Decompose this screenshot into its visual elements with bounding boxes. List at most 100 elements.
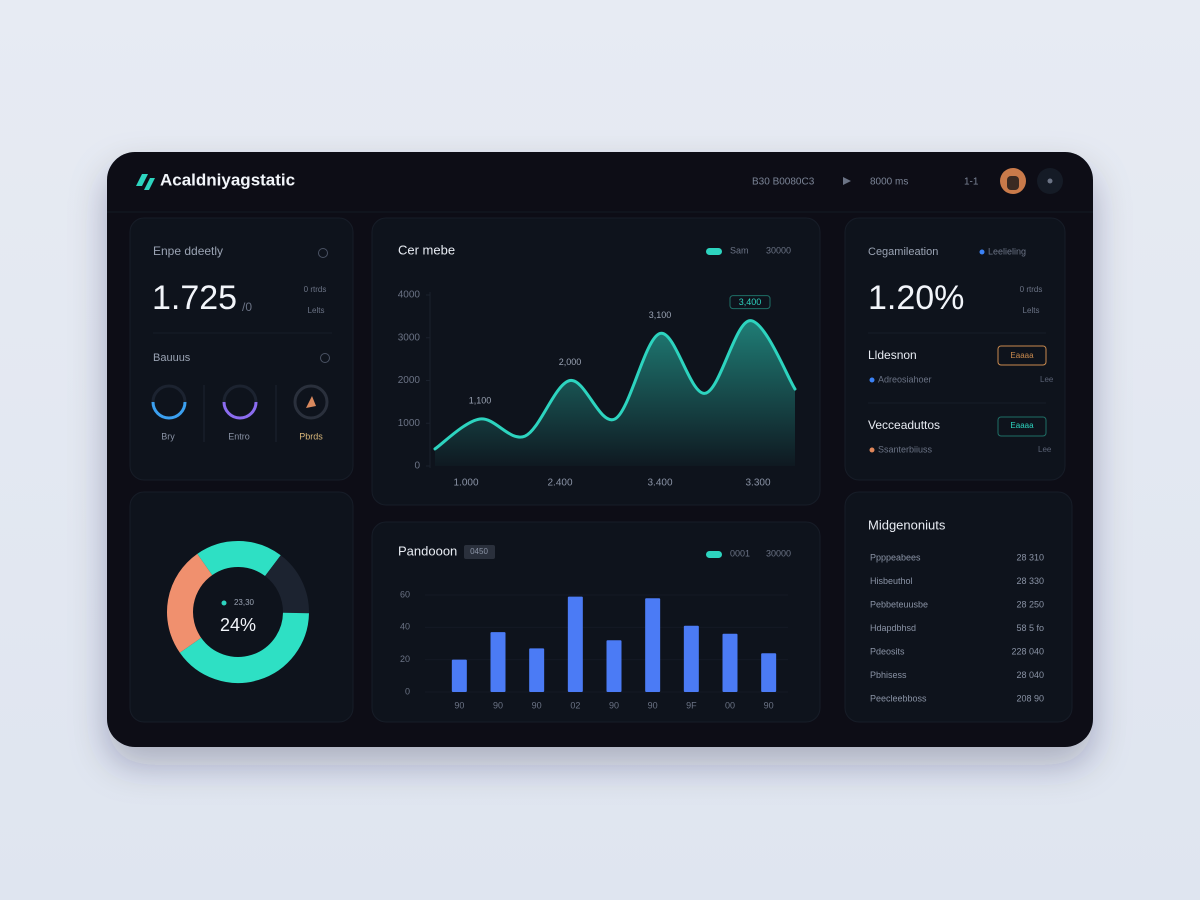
y-tick-label: 4000	[398, 290, 421, 301]
line	[433, 319, 797, 451]
note: Lelts	[1023, 306, 1040, 315]
x-tick-label: 90	[532, 700, 542, 710]
y-tick-label: 3000	[398, 332, 421, 343]
info-icon[interactable]	[320, 353, 330, 363]
gauge-label: Pbrds	[299, 431, 323, 441]
rate-card	[844, 217, 1066, 481]
value-label: 2,000	[559, 357, 582, 367]
row-label: Ppppeabees	[870, 552, 921, 562]
card-title: Enpe ddeetly	[153, 244, 223, 258]
item-detail: Ssanterbiiuss	[878, 444, 933, 454]
x-tick-label: 1.000	[453, 478, 478, 489]
nav-icon[interactable]	[843, 177, 851, 185]
item-title: Vecceaduttos	[868, 418, 940, 432]
row-value: 28 250	[1016, 599, 1044, 609]
item-tag: Lee	[1040, 375, 1054, 384]
item-tag: Lee	[1038, 445, 1052, 454]
card-title: Midgenoniuts	[868, 517, 946, 532]
nav-item: B30 B0080C3	[752, 177, 815, 188]
line-area	[435, 320, 795, 466]
donut-center-title: 23,30	[234, 598, 255, 607]
gauge-arc	[222, 401, 258, 420]
value-label: 3,400	[739, 297, 762, 307]
x-tick-label: 90	[609, 700, 619, 710]
bar	[722, 633, 738, 692]
gauge-track	[293, 384, 329, 420]
row-value: 28 330	[1016, 576, 1044, 586]
donut-card	[129, 491, 354, 723]
x-tick-label: 90	[454, 700, 464, 710]
bar	[490, 632, 506, 692]
x-tick-label: 9F	[686, 700, 697, 710]
chart-title: Pandooon	[398, 543, 457, 558]
plot-layer: Acaldniyagstatic B30 B0080C3 8000 ms 1-1 Enp…	[152, 170, 1054, 710]
badge: 0450	[470, 547, 488, 556]
legend-swatch	[706, 248, 722, 255]
bar	[683, 625, 699, 692]
row-label: Pdeosits	[870, 646, 905, 656]
status-dot	[869, 377, 875, 383]
bar	[761, 653, 777, 692]
gauge-label: Entro	[228, 431, 250, 441]
menu-dot	[1047, 178, 1053, 184]
note: Lelts	[308, 306, 325, 315]
donut-segment	[179, 612, 309, 683]
item-button[interactable]	[997, 345, 1047, 366]
row-label: Hdapdbhsd	[870, 623, 916, 633]
bar-card	[371, 521, 821, 723]
info-icon[interactable]	[318, 248, 328, 258]
button-label: Eaaaa	[1010, 351, 1034, 360]
x-tick-label: 3.400	[647, 478, 672, 489]
y-tick-label: 60	[400, 589, 410, 599]
bar	[567, 596, 583, 692]
badge	[464, 545, 495, 559]
bar	[451, 659, 467, 692]
y-tick-label: 40	[400, 622, 410, 632]
chart-title: Cer mebe	[398, 242, 455, 257]
big-value: 1.725	[152, 279, 237, 317]
row-value: 58 5 fo	[1016, 623, 1044, 633]
button-label: Eaaaa	[1010, 421, 1034, 430]
x-tick-label: 90	[648, 700, 658, 710]
legend-label: 30000	[766, 548, 791, 558]
donut-segment	[264, 555, 309, 614]
legend-swatch	[706, 551, 722, 558]
big-value: 1.20%	[868, 279, 964, 317]
legend-label: 30000	[766, 245, 791, 255]
bar	[529, 648, 545, 692]
legend-label: Sam	[730, 245, 749, 255]
row-value: 28 310	[1016, 552, 1044, 562]
gauge-icon	[306, 396, 316, 408]
item-button[interactable]	[997, 416, 1047, 437]
donut-segment	[197, 541, 281, 577]
legend-label: Leelieling	[988, 246, 1026, 256]
row-label: Peecleebboss	[870, 693, 927, 703]
bar	[645, 598, 661, 692]
nav-item: 1-1	[964, 177, 979, 188]
value-label-box	[729, 295, 771, 310]
badge: 0 rtrds	[1020, 285, 1043, 294]
stat-card	[129, 217, 354, 481]
value-label: 1,100	[469, 395, 492, 405]
item-detail: Adreosiahoer	[878, 374, 932, 384]
donut-center-value: 24%	[220, 615, 256, 635]
y-tick-label: 0	[405, 686, 410, 696]
row-value: 208 90	[1016, 693, 1044, 703]
x-tick-label: 90	[493, 700, 503, 710]
row-value: 28 040	[1016, 670, 1044, 680]
donut-segment	[167, 553, 213, 653]
gauge-arc	[151, 401, 187, 420]
gauge-label: Bry	[161, 431, 175, 441]
x-tick-label: 2.400	[547, 478, 572, 489]
row-value: 228 040	[1011, 646, 1044, 656]
legend-dot	[979, 249, 985, 255]
y-tick-label: 0	[414, 461, 420, 472]
x-tick-label: 00	[725, 700, 735, 710]
brand-name: Acaldniyagstatic	[160, 170, 295, 189]
badge: 0 rtrds	[304, 285, 327, 294]
x-tick-label: 02	[570, 700, 580, 710]
value-label: 3,100	[649, 310, 672, 320]
card-title: Cegamileation	[868, 246, 938, 258]
x-tick-label: 3.300	[745, 478, 770, 489]
